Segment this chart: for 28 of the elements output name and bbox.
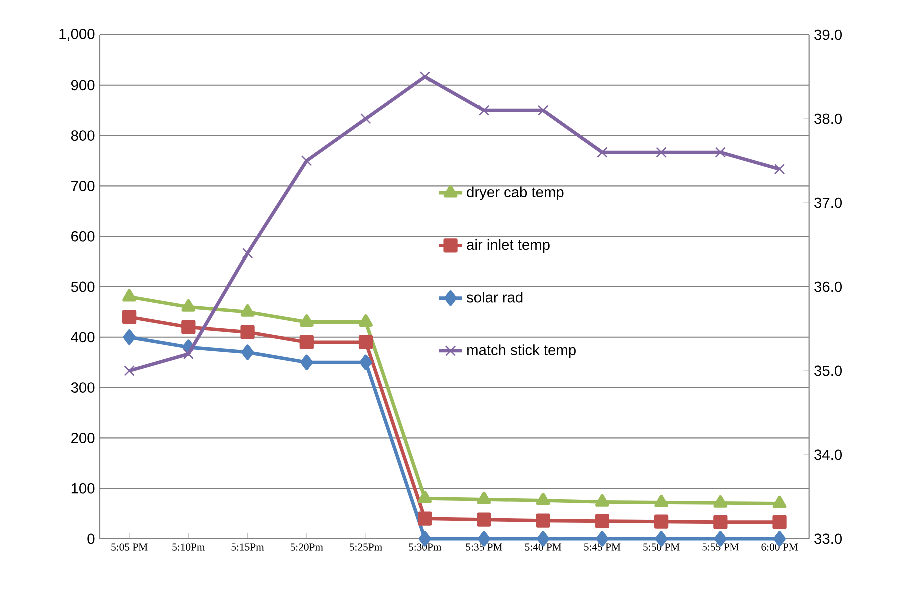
y2-tick-label: 39.0	[814, 30, 842, 40]
y2-tick-label: 33.0	[814, 534, 842, 544]
y2-tick-label: 37.0	[814, 198, 842, 208]
legend-label: match stick temp	[468, 344, 576, 358]
y2-tick-label: 36.0	[814, 282, 842, 292]
y-tick-label: 100	[72, 483, 95, 494]
y-tick-label: 300	[71, 382, 95, 393]
y-tick-label: 700	[72, 181, 95, 192]
y-tick-label: 500	[71, 282, 95, 292]
y2-tick-label: 34.0	[814, 450, 842, 460]
x-tick-label: 5:20Pm	[290, 544, 324, 551]
y-tick-label: 800	[71, 130, 95, 141]
x-tick-label: 5:30Pm	[409, 544, 442, 551]
x-tick-label: 5:10Pm	[172, 544, 206, 551]
legend-label: solar rad	[466, 292, 523, 303]
y-tick-label: 1,000	[60, 28, 95, 42]
y-tick-label: 200	[72, 433, 95, 444]
x-tick-label: 5:25Pm	[350, 544, 382, 551]
legend-label: dryer cab temp	[467, 186, 564, 200]
y2-tick-label: 35.0	[814, 366, 842, 376]
y-tick-label: 600	[72, 231, 95, 242]
y-tick-label: 0	[88, 534, 95, 544]
legend-label: air inlet temp	[467, 239, 550, 254]
x-tick-label: 5:05 PM	[112, 544, 148, 551]
y-tick-label: 900	[72, 80, 95, 91]
y2-tick-label: 38.0	[814, 114, 842, 124]
x-tick-label: 5:15Pm	[232, 544, 264, 551]
y-tick-label: 400	[71, 332, 95, 343]
